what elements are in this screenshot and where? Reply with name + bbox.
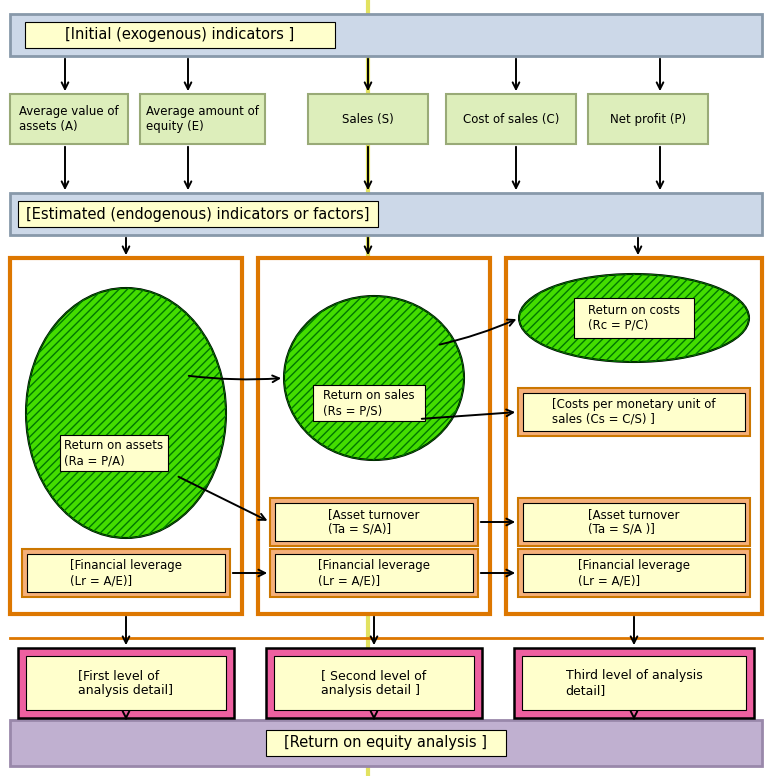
Text: Average value of
assets (A): Average value of assets (A) — [19, 105, 119, 133]
Bar — [26, 656, 226, 710]
Text: Sales (S): Sales (S) — [342, 113, 394, 126]
Bar — [313, 385, 425, 421]
Bar — [275, 503, 473, 541]
Text: [Asset turnover
(Ta = S/A)]: [Asset turnover (Ta = S/A)] — [328, 508, 420, 536]
Bar — [574, 298, 694, 338]
Text: Return on sales
(Rs = P/S): Return on sales (Rs = P/S) — [323, 389, 415, 417]
Text: Average amount of
equity (E): Average amount of equity (E) — [146, 105, 259, 133]
Text: [ Second level of
analysis detail ]: [ Second level of analysis detail ] — [321, 669, 427, 697]
Bar — [518, 549, 750, 597]
Text: [Financial leverage
(Lr = A/E)]: [Financial leverage (Lr = A/E)] — [318, 559, 430, 587]
Bar — [274, 656, 474, 710]
Text: [Initial (exogenous) indicators ]: [Initial (exogenous) indicators ] — [66, 27, 295, 43]
Bar — [60, 435, 168, 471]
Text: Return on costs
(Rc = P/C): Return on costs (Rc = P/C) — [588, 304, 680, 332]
Bar — [10, 14, 762, 56]
Bar — [270, 549, 478, 597]
Bar — [18, 648, 234, 718]
Bar — [18, 201, 378, 227]
Bar — [523, 554, 745, 592]
Bar — [258, 258, 490, 614]
Bar — [275, 554, 473, 592]
Text: [Costs per monetary unit of
sales (Cs = C/S) ]: [Costs per monetary unit of sales (Cs = … — [552, 398, 716, 426]
Bar — [514, 648, 754, 718]
Bar — [25, 22, 335, 48]
Bar — [506, 258, 762, 614]
Text: Cost of sales (C): Cost of sales (C) — [462, 113, 559, 126]
Bar — [10, 258, 242, 614]
Text: [Financial leverage
(Lr = A/E)]: [Financial leverage (Lr = A/E)] — [578, 559, 690, 587]
Text: Return on assets
(Ra = P/A): Return on assets (Ra = P/A) — [64, 439, 164, 467]
Ellipse shape — [26, 288, 226, 538]
Bar — [523, 393, 745, 431]
Bar — [518, 388, 750, 436]
Bar — [518, 498, 750, 546]
Bar — [10, 720, 762, 766]
Bar — [266, 648, 482, 718]
Bar — [10, 193, 762, 235]
Bar — [140, 94, 265, 144]
Text: [Financial leverage
(Lr = A/E)]: [Financial leverage (Lr = A/E)] — [70, 559, 182, 587]
Text: Net profit (P): Net profit (P) — [610, 113, 686, 126]
Bar — [523, 503, 745, 541]
Bar — [27, 554, 225, 592]
Text: [Asset turnover
(Ta = S/A )]: [Asset turnover (Ta = S/A )] — [588, 508, 680, 536]
Text: [Estimated (endogenous) indicators or factors]: [Estimated (endogenous) indicators or fa… — [26, 206, 370, 221]
Ellipse shape — [519, 274, 749, 362]
Bar — [522, 656, 746, 710]
Bar — [10, 94, 128, 144]
Ellipse shape — [284, 296, 464, 460]
Bar — [22, 549, 230, 597]
Text: Third level of analysis
detail]: Third level of analysis detail] — [566, 669, 703, 697]
Bar — [308, 94, 428, 144]
Bar — [270, 498, 478, 546]
Text: [Return on equity analysis ]: [Return on equity analysis ] — [285, 736, 487, 750]
Bar — [266, 730, 506, 756]
Text: [First level of
analysis detail]: [First level of analysis detail] — [79, 669, 174, 697]
Bar — [588, 94, 708, 144]
Bar — [446, 94, 576, 144]
